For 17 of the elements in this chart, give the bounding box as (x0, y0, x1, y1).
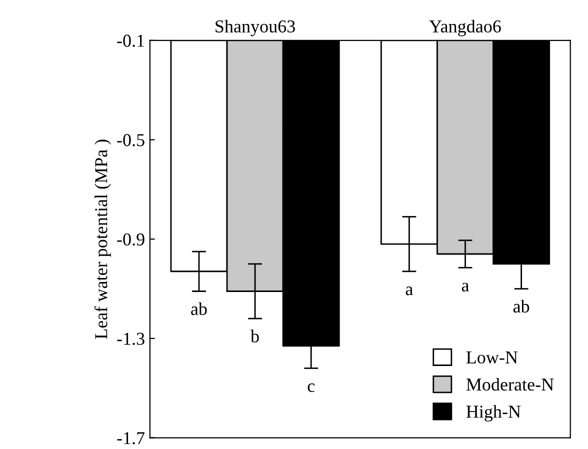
data-label: ab (513, 300, 530, 313)
y-tick-label: -1.3 (117, 332, 144, 345)
data-label: c (308, 383, 315, 392)
y-axis-title: Leaf water potential (MPa ) (94, 140, 111, 339)
legend-label: Low-N (466, 352, 518, 364)
legend-label: Moderate-N (466, 378, 554, 391)
data-label: a (406, 286, 413, 296)
x-tick-label: Shanyou63 (216, 20, 295, 36)
x-tick-label: Yangdao6 (429, 20, 501, 36)
y-tick-label: -0.9 (117, 233, 144, 246)
y-tick-label: -0.5 (117, 134, 144, 146)
data-label: a (462, 282, 470, 292)
y-tick-label: -0.1 (117, 34, 144, 47)
y-tick-label: -1.7 (117, 432, 145, 444)
data-label: b (250, 330, 259, 342)
legend-label: High-N (466, 405, 521, 422)
data-label: ab (191, 302, 207, 316)
